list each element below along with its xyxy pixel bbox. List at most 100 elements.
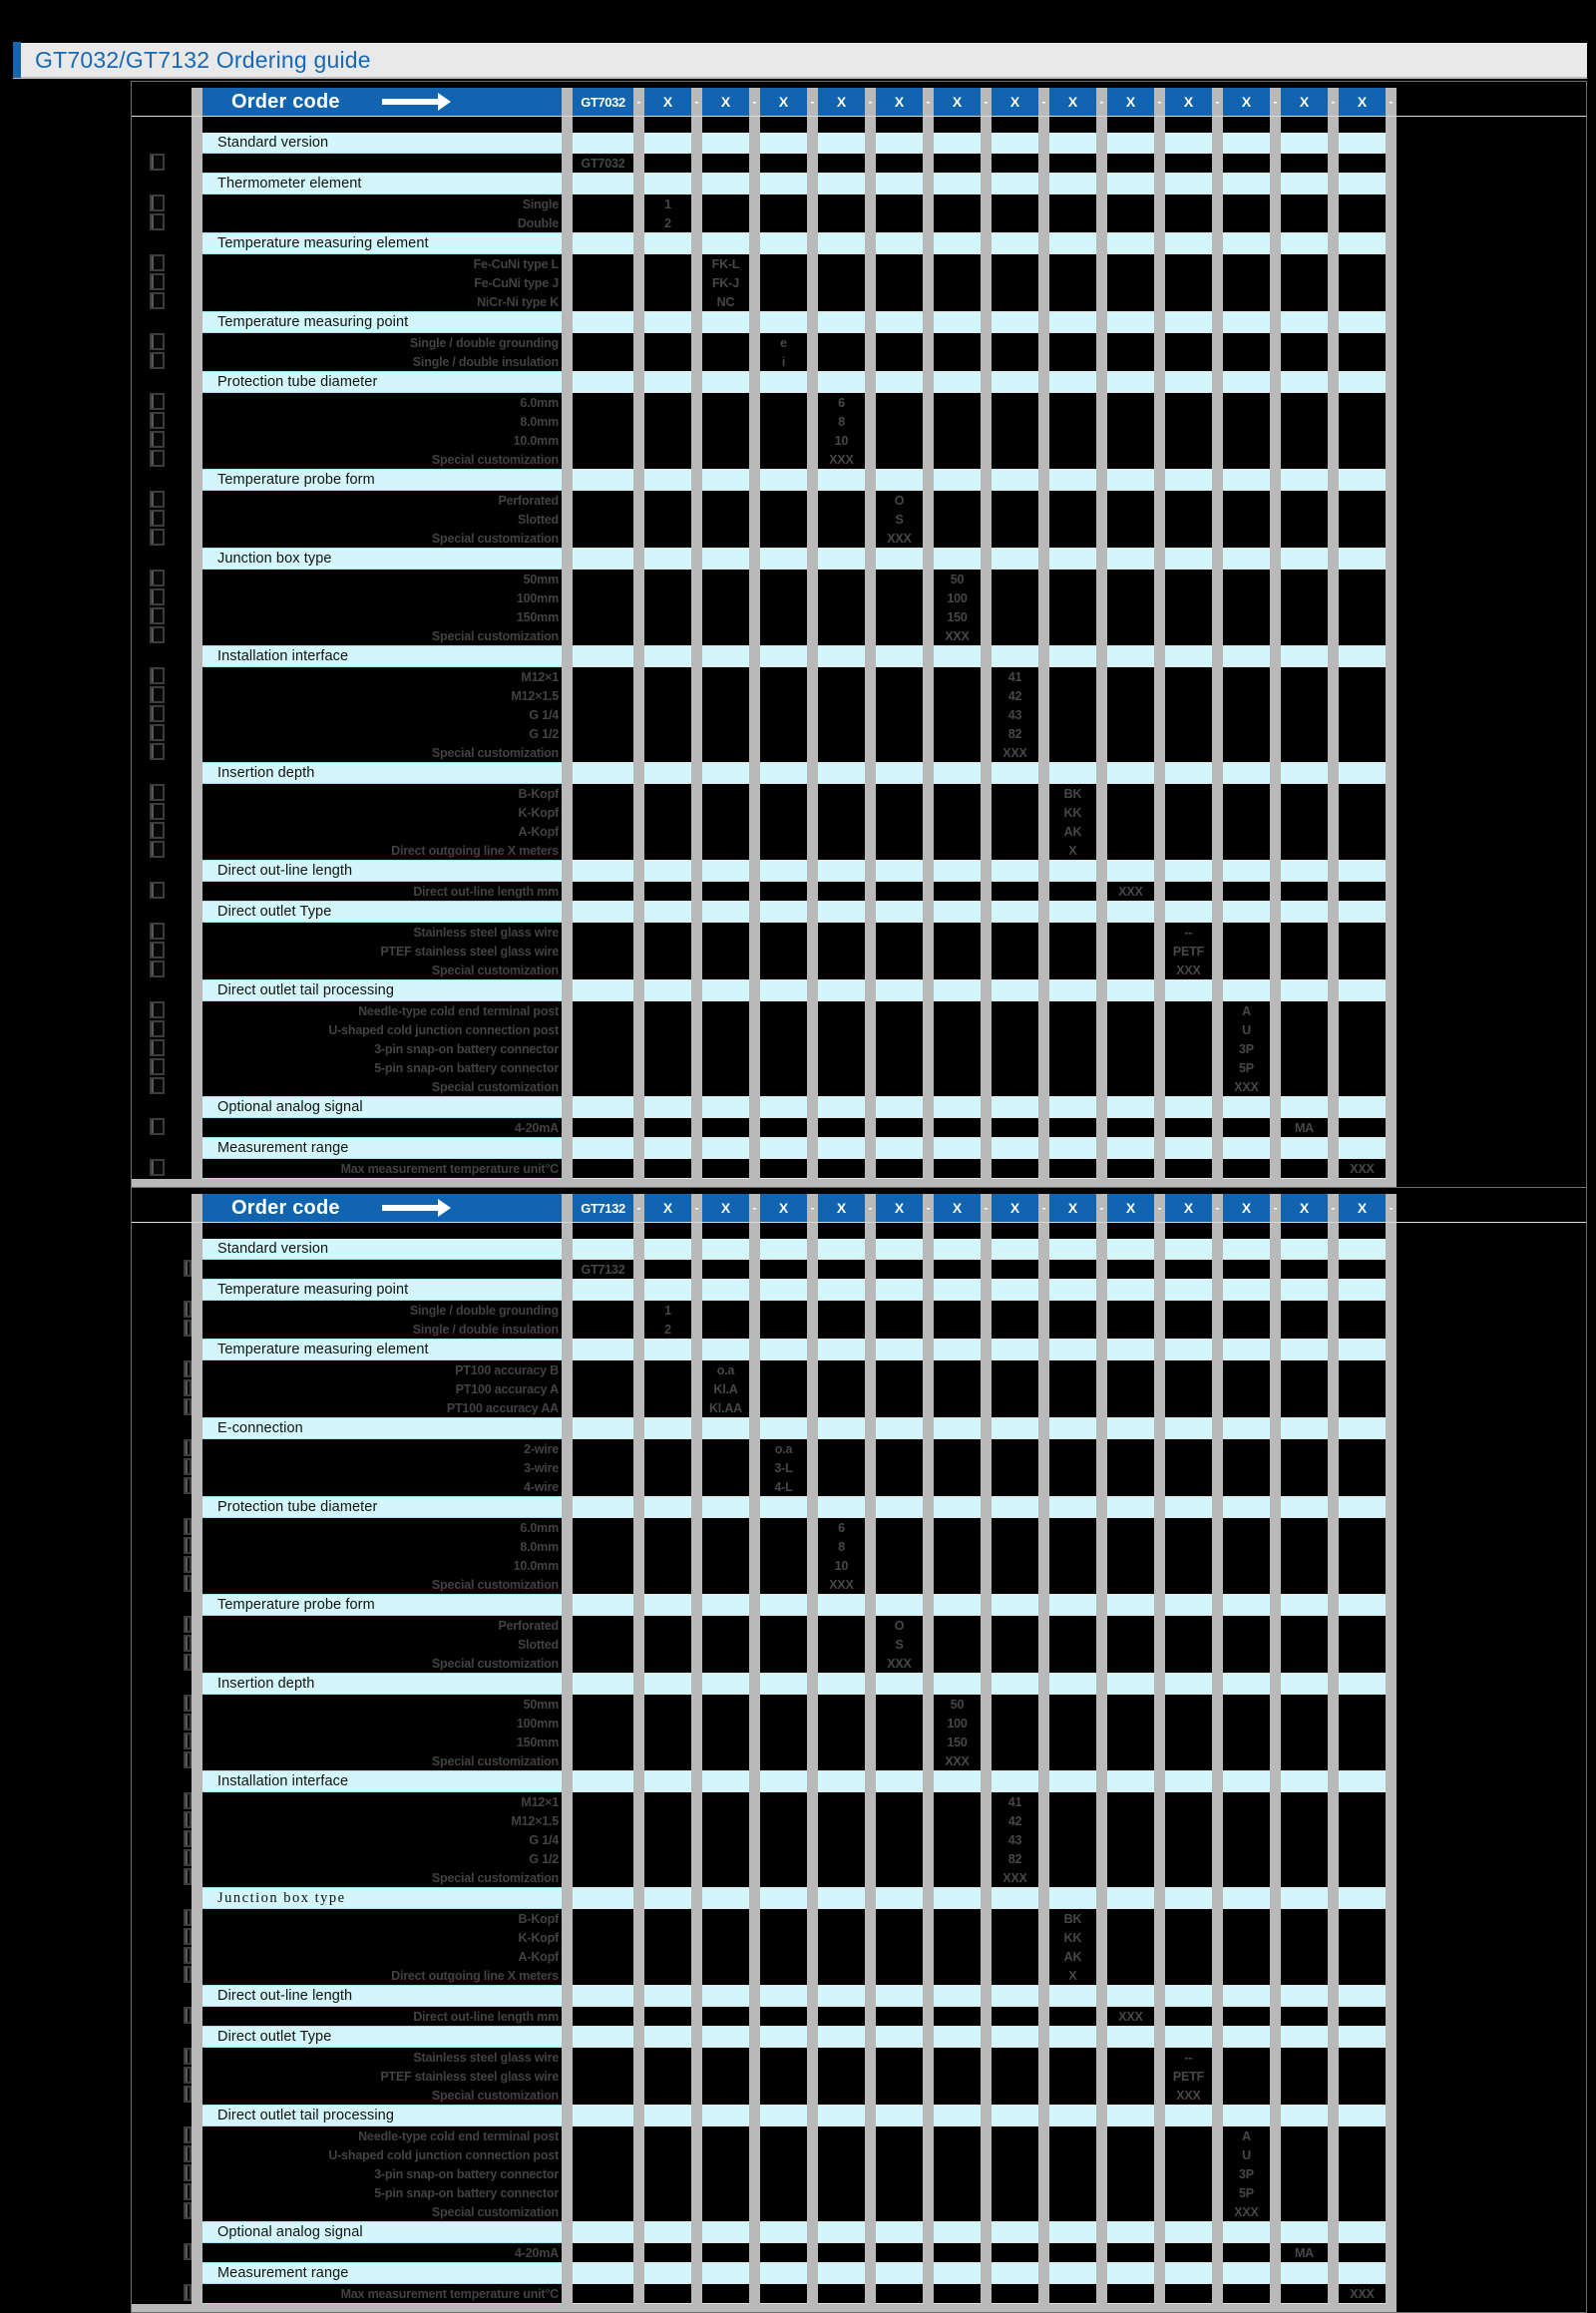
- column-separator: [192, 1097, 202, 1117]
- column-separator: [923, 1359, 934, 1418]
- column-separator: [1328, 1615, 1339, 1674]
- empty-code-cell: [876, 193, 923, 233]
- option-marker-icon: [150, 213, 165, 230]
- option-markers-cell: [132, 1000, 192, 1097]
- empty-code-cell: [573, 783, 633, 861]
- option-label: Stainless steel glass wire: [413, 925, 559, 940]
- column-separator: [1328, 1888, 1339, 1908]
- option-marker-icon: [150, 450, 165, 467]
- empty-code-cell: [1107, 1158, 1154, 1179]
- empty-code-cell: [876, 881, 923, 902]
- column-separator: [562, 117, 573, 133]
- empty-code-cell: [1107, 2125, 1154, 2222]
- empty-code-cell: [573, 1117, 633, 1138]
- option-code: 10: [834, 433, 849, 448]
- option-marker-icon: [184, 1616, 192, 1633]
- option-code: NC: [716, 294, 735, 309]
- option-marker-icon: [184, 1751, 192, 1768]
- empty-code-cell: [1339, 1000, 1386, 1097]
- option-code: 10: [834, 1558, 849, 1573]
- option-marker-icon: [184, 1654, 192, 1671]
- column-separator: -: [981, 88, 992, 116]
- option-label: 3-wire: [524, 1460, 559, 1475]
- column-separator: [1386, 1615, 1396, 1674]
- column-separator: [807, 783, 818, 861]
- column-separator: [1270, 1674, 1281, 1694]
- column-separator: [865, 1986, 876, 2006]
- option-code: Kl.AA: [708, 1400, 743, 1415]
- option-code: XXX: [1176, 963, 1201, 977]
- column-separator: [1270, 2242, 1281, 2263]
- section-header-cell: Protection tube diameter: [202, 372, 562, 392]
- option-markers-cell: [132, 783, 192, 861]
- option-markers-cell: [132, 1615, 192, 1674]
- column-separator: [1212, 1259, 1223, 1280]
- column-separator: [1212, 490, 1223, 549]
- empty-code-cell: [934, 922, 981, 980]
- column-separator: [1386, 763, 1396, 783]
- column-separator: -: [923, 1194, 934, 1222]
- column-separator: [1038, 1359, 1049, 1418]
- option-marker-icon: [184, 1458, 192, 1475]
- option-markers-cell: [132, 666, 192, 763]
- option-label: 8.0mm: [520, 414, 559, 429]
- empty-code-cell: [1223, 666, 1270, 763]
- column-separator: [865, 1179, 876, 1187]
- column-separator: [1038, 1908, 1049, 1986]
- option-labels-cell: PT100 accuracy B PT100 accuracy A PT100 ac…: [202, 1359, 562, 1418]
- column-separator: [192, 174, 202, 193]
- column-separator: [633, 490, 644, 549]
- column-separator: [865, 666, 876, 763]
- column-separator: [923, 1000, 934, 1097]
- column-separator: [1038, 2222, 1049, 2242]
- column-separator: [562, 2242, 573, 2263]
- x-header-text: X: [1299, 94, 1310, 110]
- column-separator: [923, 1097, 934, 1117]
- column-separator: [865, 861, 876, 881]
- option-code: X: [1068, 843, 1077, 858]
- option-code-cell: 41 42 43 82 XXX: [992, 666, 1038, 763]
- column-separator: [562, 372, 573, 392]
- option-label: 5-pin snap-on battery connector: [374, 2185, 559, 2200]
- column-separator: -: [633, 88, 644, 116]
- column-separator: [1096, 332, 1107, 372]
- option-marker-icon: [184, 1360, 192, 1377]
- column-separator: [923, 1158, 934, 1179]
- option-code-cell: o.a 3-L 4-L: [760, 1438, 807, 1497]
- empty-code-cell: [702, 1438, 749, 1497]
- column-separator: [562, 174, 573, 193]
- column-separator: [1212, 2222, 1223, 2242]
- column-separator: [865, 902, 876, 922]
- column-separator: [1328, 1223, 1339, 1239]
- column-separator: [562, 1674, 573, 1694]
- column-separator: [1386, 233, 1396, 253]
- empty-code-cell: [1339, 2242, 1386, 2263]
- column-separator: [633, 666, 644, 763]
- column-separator: [807, 549, 818, 569]
- column-separator: [1154, 1158, 1165, 1179]
- section-title: Insertion depth: [217, 765, 315, 781]
- option-code: AK: [1063, 824, 1082, 839]
- column-separator: [981, 174, 992, 193]
- option-label: Special customization: [431, 531, 559, 546]
- column-separator: [981, 233, 992, 253]
- column-separator: [865, 763, 876, 783]
- option-label: Special customization: [431, 2088, 559, 2103]
- column-separator: [691, 117, 702, 133]
- empty-code-cell: [934, 490, 981, 549]
- column-separator: [981, 2047, 992, 2106]
- column-separator: [749, 233, 760, 253]
- column-separator: [691, 980, 702, 1000]
- column-separator: [1038, 2125, 1049, 2222]
- column-separator: [981, 902, 992, 922]
- x-header-cell: X: [992, 1194, 1038, 1222]
- column-separator: [1096, 2006, 1107, 2027]
- separator-dash: -: [752, 1201, 757, 1215]
- column-separator: [691, 1771, 702, 1791]
- empty-code-cell: [876, 1117, 923, 1138]
- column-separator: [1038, 2027, 1049, 2047]
- empty-code-cell: [644, 1908, 691, 1986]
- column-separator: [1154, 549, 1165, 569]
- option-marker-icon: [184, 2202, 192, 2219]
